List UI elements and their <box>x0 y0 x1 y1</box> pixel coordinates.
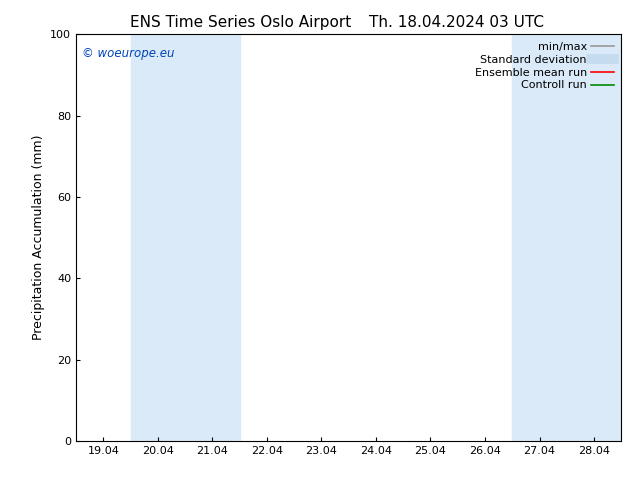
Y-axis label: Precipitation Accumulation (mm): Precipitation Accumulation (mm) <box>32 135 44 341</box>
Legend: min/max, Standard deviation, Ensemble mean run, Controll run: min/max, Standard deviation, Ensemble me… <box>472 40 616 93</box>
Text: © woeurope.eu: © woeurope.eu <box>82 47 174 59</box>
Text: ENS Time Series Oslo Airport: ENS Time Series Oslo Airport <box>131 15 351 30</box>
Text: Th. 18.04.2024 03 UTC: Th. 18.04.2024 03 UTC <box>369 15 544 30</box>
Bar <box>512 34 621 441</box>
Bar <box>131 34 240 441</box>
